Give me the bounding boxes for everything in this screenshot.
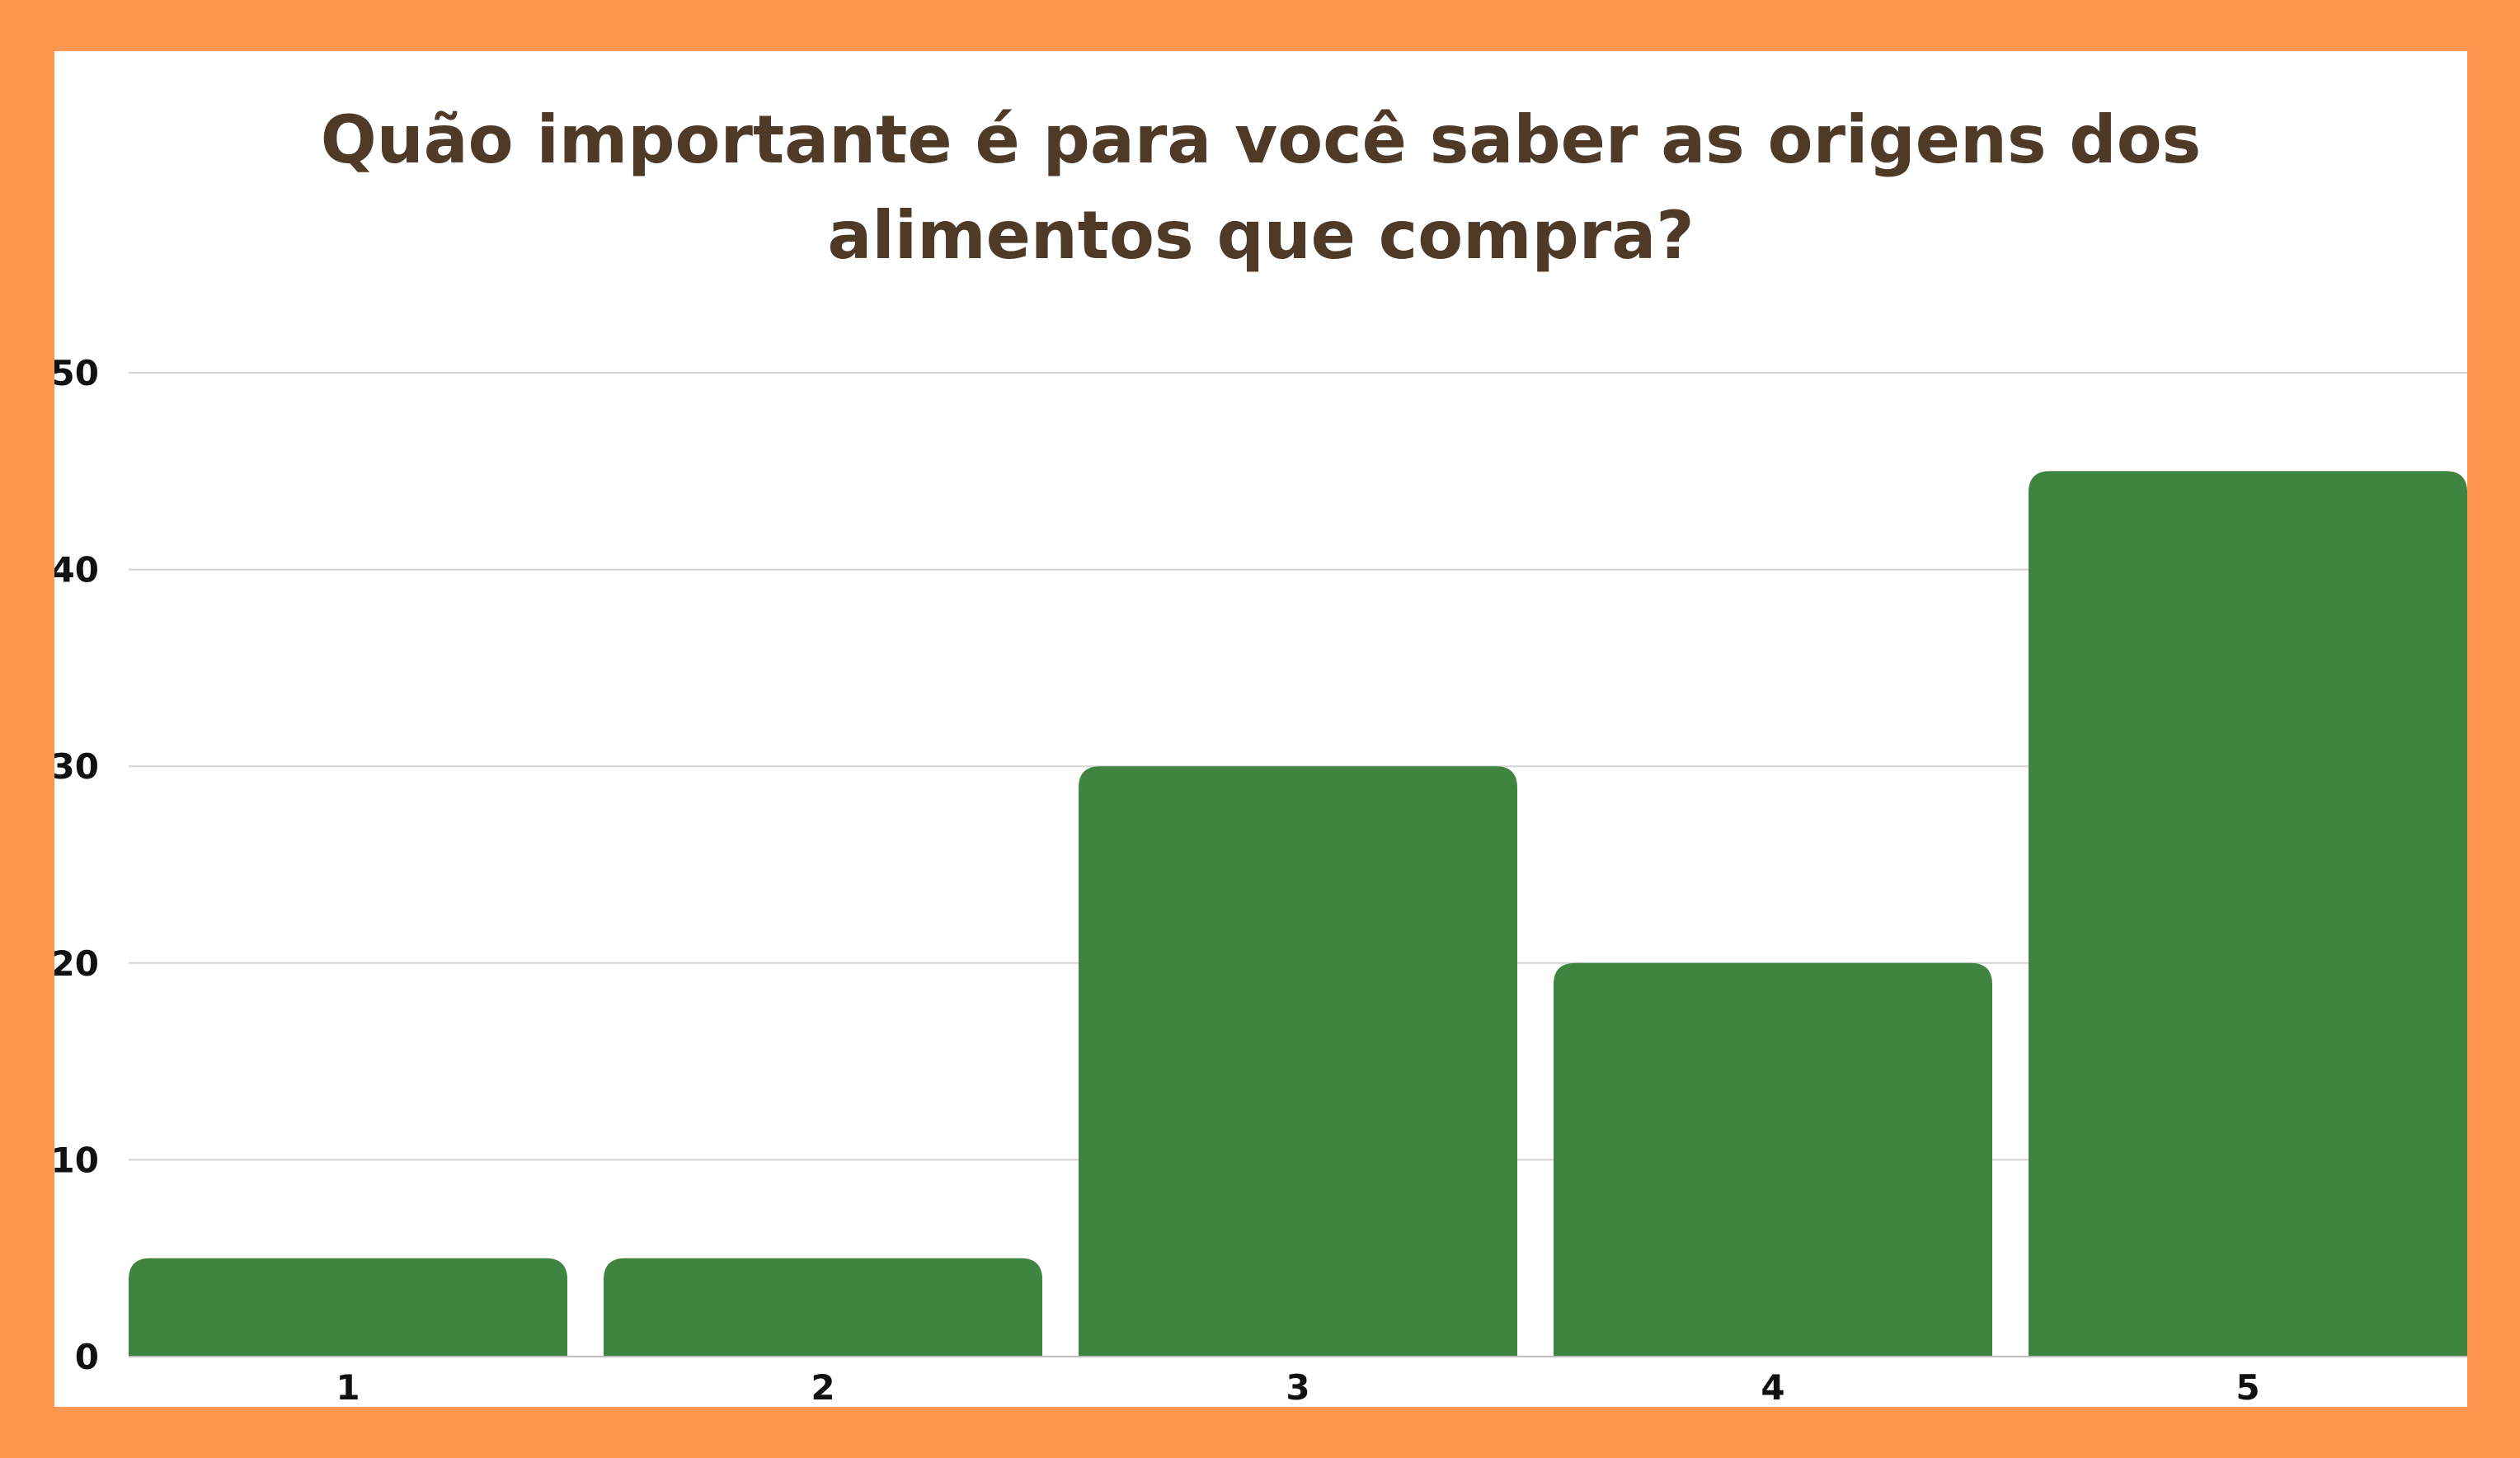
y-tick-label: 0 bbox=[75, 1337, 99, 1377]
bar-3 bbox=[1079, 766, 1517, 1357]
y-tick-label: 30 bbox=[54, 746, 99, 787]
x-tick-label: 2 bbox=[811, 1367, 835, 1407]
x-tick-label: 1 bbox=[336, 1367, 360, 1407]
x-tick-label: 4 bbox=[1761, 1367, 1784, 1407]
bar-4 bbox=[1554, 962, 1992, 1357]
y-tick-label: 10 bbox=[54, 1140, 99, 1180]
x-tick-label: 3 bbox=[1286, 1367, 1309, 1407]
chart-title-line-2: alimentos que compra? bbox=[827, 197, 1695, 274]
y-tick-label: 20 bbox=[54, 943, 99, 984]
bar-5 bbox=[2029, 471, 2467, 1357]
bar-2 bbox=[604, 1258, 1042, 1357]
y-tick-label: 40 bbox=[54, 550, 99, 590]
bars bbox=[129, 471, 2467, 1357]
x-tick-label: 5 bbox=[2236, 1367, 2259, 1407]
chart-title-line-1: Quão importante é para você saber as ori… bbox=[320, 101, 2202, 178]
y-tick-label: 50 bbox=[54, 353, 99, 393]
bar-chart: 0 10 20 30 40 50 1 2 3 4 5 bbox=[54, 353, 2467, 1407]
bar-1 bbox=[129, 1258, 567, 1357]
chart-title: Quão importante é para você saber as ori… bbox=[54, 92, 2467, 284]
chart-panel: Quão importante é para você saber as ori… bbox=[54, 51, 2467, 1407]
axes: 0 10 20 30 40 50 1 2 3 4 5 bbox=[54, 353, 2467, 1407]
